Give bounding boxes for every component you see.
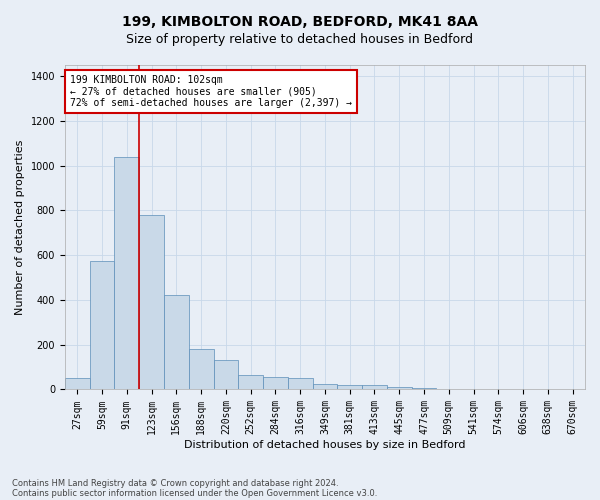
Bar [65,378,89,390]
Text: Contains HM Land Registry data © Crown copyright and database right 2024.: Contains HM Land Registry data © Crown c… [12,478,338,488]
Bar [362,385,387,390]
Bar [337,385,362,390]
Bar [214,360,238,390]
Bar [313,384,337,390]
Bar [115,156,139,390]
Bar [412,388,436,390]
Bar [238,375,263,390]
Bar [89,261,115,390]
Text: 199 KIMBOLTON ROAD: 102sqm
← 27% of detached houses are smaller (905)
72% of sem: 199 KIMBOLTON ROAD: 102sqm ← 27% of deta… [70,74,352,108]
Text: Contains public sector information licensed under the Open Government Licence v3: Contains public sector information licen… [12,488,377,498]
Bar [189,349,214,390]
Y-axis label: Number of detached properties: Number of detached properties [15,140,25,315]
X-axis label: Distribution of detached houses by size in Bedford: Distribution of detached houses by size … [184,440,466,450]
Bar [263,377,288,390]
Text: 199, KIMBOLTON ROAD, BEDFORD, MK41 8AA: 199, KIMBOLTON ROAD, BEDFORD, MK41 8AA [122,15,478,29]
Bar [164,296,189,390]
Bar [288,378,313,390]
Text: Size of property relative to detached houses in Bedford: Size of property relative to detached ho… [127,32,473,46]
Bar [387,387,412,390]
Bar [139,215,164,390]
